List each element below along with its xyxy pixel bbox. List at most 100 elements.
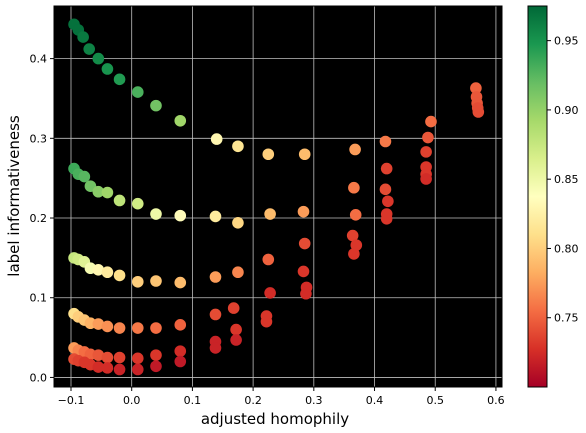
colorbar-tick-label: 0.80 bbox=[554, 242, 579, 255]
data-point bbox=[113, 351, 126, 364]
data-point bbox=[131, 197, 144, 210]
data-point bbox=[150, 360, 162, 373]
data-point bbox=[78, 170, 91, 183]
data-point bbox=[380, 162, 393, 175]
data-point bbox=[298, 237, 311, 250]
data-point bbox=[420, 173, 432, 185]
x-tick-label: 0.6 bbox=[487, 394, 505, 407]
data-point bbox=[232, 217, 244, 229]
data-point bbox=[174, 345, 187, 357]
data-point bbox=[379, 135, 392, 148]
data-point bbox=[264, 287, 276, 299]
data-point bbox=[420, 146, 432, 158]
data-point bbox=[113, 73, 126, 86]
y-tick-label: 0.4 bbox=[30, 53, 48, 66]
data-point bbox=[380, 213, 393, 225]
data-point bbox=[209, 271, 222, 283]
data-point bbox=[348, 248, 360, 260]
data-point bbox=[470, 82, 482, 94]
data-point bbox=[150, 322, 162, 334]
data-point bbox=[297, 265, 310, 278]
data-point bbox=[92, 349, 105, 361]
data-point bbox=[174, 276, 187, 289]
colorbar-ticks: 0.75 0.80 0.85 0.90 0.95 bbox=[547, 35, 579, 325]
data-point bbox=[232, 140, 244, 153]
data-point bbox=[131, 275, 144, 288]
data-point bbox=[227, 302, 240, 314]
data-point bbox=[101, 63, 114, 75]
data-point bbox=[350, 239, 363, 251]
data-point bbox=[422, 131, 434, 144]
plot-frame bbox=[53, 5, 503, 388]
data-point bbox=[262, 148, 275, 161]
x-tick-label: −0.1 bbox=[58, 394, 85, 407]
data-point bbox=[349, 209, 362, 221]
x-tick-label: 0.3 bbox=[305, 394, 323, 407]
data-point bbox=[150, 99, 162, 112]
y-tick-label: 0.3 bbox=[30, 132, 48, 145]
data-point bbox=[174, 209, 187, 222]
data-point bbox=[113, 363, 126, 376]
data-point bbox=[348, 181, 360, 194]
data-point bbox=[174, 355, 187, 368]
y-tick-label: 0.0 bbox=[30, 371, 48, 384]
data-point bbox=[101, 266, 114, 279]
y-tick-label: 0.2 bbox=[30, 212, 48, 225]
data-point bbox=[113, 269, 126, 282]
y-axis-label: label informativeness bbox=[5, 115, 23, 277]
data-point bbox=[230, 334, 242, 346]
y-tick-label: 0.1 bbox=[30, 292, 48, 305]
data-point bbox=[174, 319, 187, 331]
data-point bbox=[113, 194, 126, 207]
data-point bbox=[174, 114, 187, 127]
colorbar-tick-label: 0.75 bbox=[554, 312, 579, 325]
data-point bbox=[101, 320, 114, 333]
data-point bbox=[425, 115, 437, 128]
data-point bbox=[92, 264, 105, 276]
data-point bbox=[131, 352, 144, 365]
data-point bbox=[379, 183, 392, 196]
x-tick-label: 0.5 bbox=[426, 394, 444, 407]
data-point bbox=[260, 315, 273, 328]
data-point bbox=[209, 210, 222, 223]
colorbar-tick-label: 0.95 bbox=[554, 35, 579, 48]
data-point bbox=[349, 143, 361, 156]
data-point bbox=[101, 362, 114, 374]
data-point bbox=[298, 148, 311, 161]
data-point bbox=[101, 186, 114, 199]
data-point bbox=[230, 323, 242, 336]
x-tick-label: 0.4 bbox=[366, 394, 384, 407]
data-point bbox=[232, 266, 244, 279]
data-point bbox=[150, 275, 162, 287]
data-point bbox=[150, 349, 162, 361]
data-point bbox=[209, 308, 222, 321]
data-point bbox=[77, 31, 89, 43]
colorbar-tick-label: 0.90 bbox=[554, 104, 579, 117]
x-tick-label: 0.0 bbox=[123, 394, 141, 407]
data-point bbox=[101, 351, 114, 364]
data-point bbox=[92, 318, 105, 330]
x-axis: −0.1 0.0 0.1 0.2 0.3 0.4 0.5 0.6 bbox=[58, 387, 505, 407]
data-point bbox=[92, 361, 105, 373]
x-tick-label: 0.1 bbox=[184, 394, 202, 407]
data-point bbox=[150, 208, 162, 220]
data-point bbox=[300, 287, 312, 300]
data-point bbox=[382, 195, 394, 208]
data-point bbox=[92, 185, 105, 198]
data-point bbox=[92, 52, 105, 65]
data-point bbox=[297, 205, 310, 218]
colorbar-tick-label: 0.85 bbox=[554, 173, 579, 186]
data-point bbox=[262, 253, 275, 266]
data-point bbox=[131, 86, 144, 98]
data-point bbox=[131, 363, 144, 376]
grid bbox=[54, 6, 502, 387]
data-point bbox=[83, 43, 96, 55]
plot-area bbox=[54, 6, 502, 387]
data-points bbox=[68, 18, 485, 376]
y-axis: 0.0 0.1 0.2 0.3 0.4 bbox=[30, 53, 54, 384]
x-axis-label: adjusted homophily bbox=[201, 410, 349, 428]
data-point bbox=[346, 229, 359, 242]
data-point bbox=[209, 342, 222, 354]
data-point bbox=[113, 322, 126, 334]
